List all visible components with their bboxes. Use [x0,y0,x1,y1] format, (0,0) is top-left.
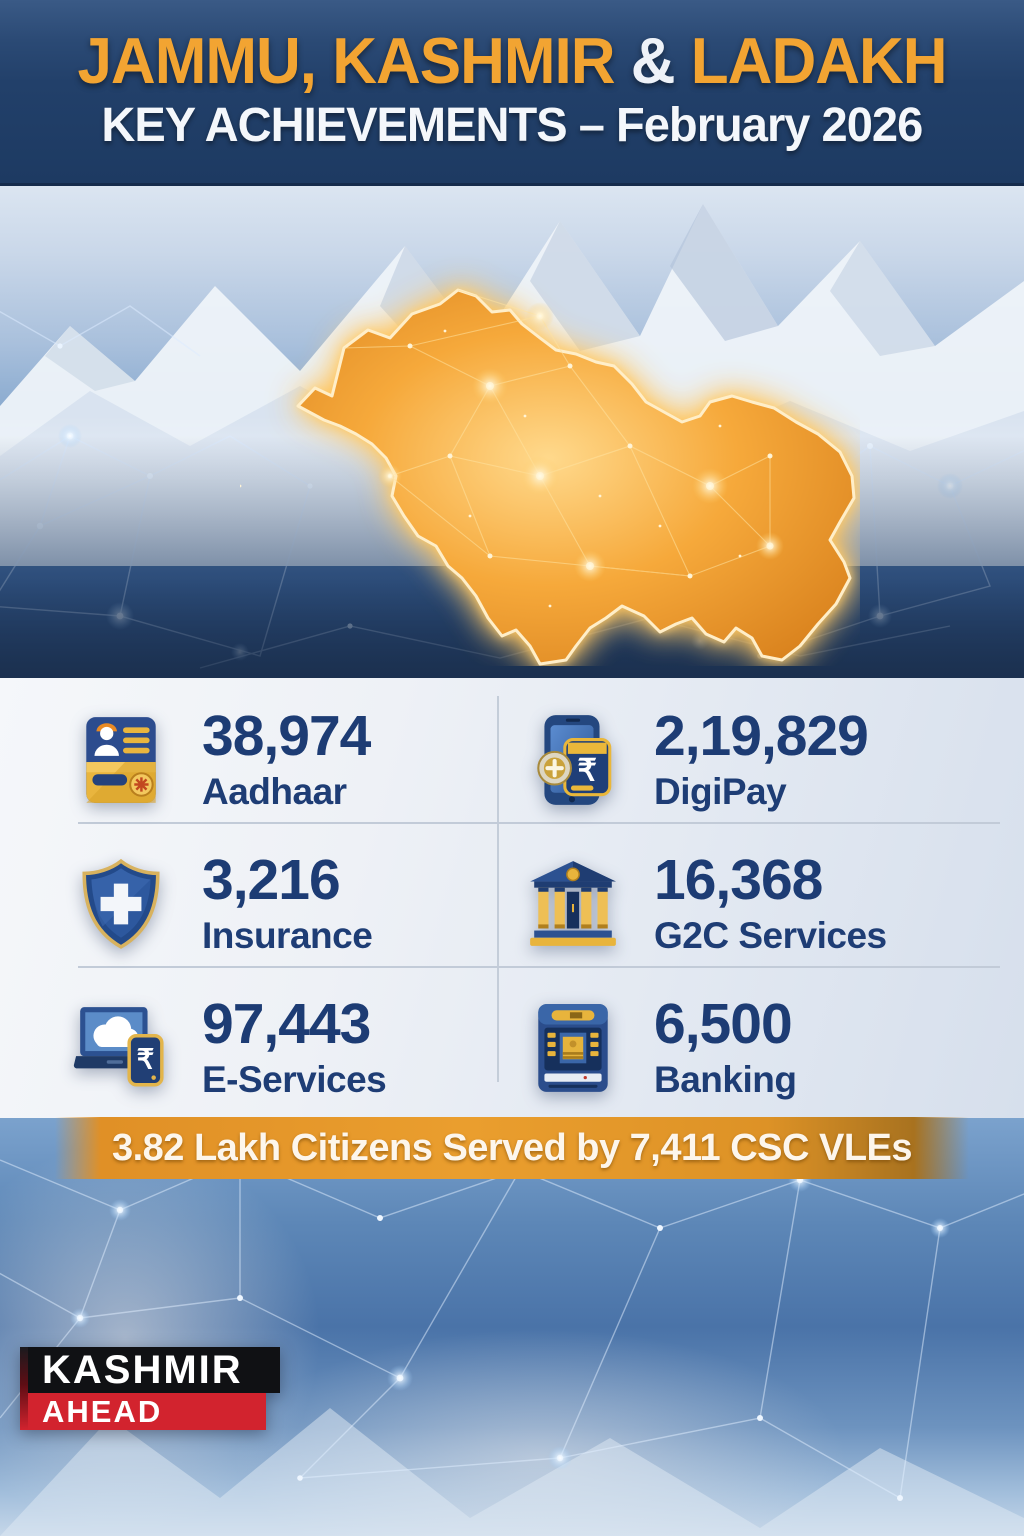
footer-network-mesh [0,1155,1024,1536]
row-divider [78,822,1000,824]
summary-banner: 3.82 Lakh Citizens Served by 7,411 CSC V… [55,1117,969,1179]
stat-value: 2,19,829 [654,703,869,768]
stat-value: 16,368 [654,847,823,912]
stat-label: Insurance [202,914,373,956]
stat-text: 97,443 E-Services [202,991,387,1102]
kashmir-ahead-logo: KASHMIR AHEAD [20,1347,280,1430]
title-part1: JAMMU, KASHMIR [77,25,615,99]
jammu-kashmir-ladakh-map [240,226,860,666]
laptop-cloud-icon: ₹ [73,1007,164,1087]
page-title: JAMMU, KASHMIR & LADAKH [77,25,948,99]
stat-value: 38,974 [202,703,371,768]
stat-value: 3,216 [202,847,341,912]
stat-text: 2,19,829 DigiPay [654,703,869,814]
stat-label: DigiPay [654,770,787,812]
stat-text: 16,368 G2C Services [654,851,887,958]
glowing-map-icon [240,288,856,666]
stat-text: 38,974 Aadhaar [202,703,371,814]
footer-section [0,1118,1024,1536]
summary-banner-text: 3.82 Lakh Citizens Served by 7,411 CSC V… [111,1126,913,1169]
stat-g2c: 16,368 G2C Services [524,832,984,976]
row-divider [78,966,1000,968]
svg-text:₹: ₹ [578,753,597,787]
stat-value: 97,443 [202,991,371,1056]
svg-text:₹: ₹ [137,1043,155,1074]
stat-eservices: ₹ 97,443 E-Services [72,976,482,1120]
stat-row: 3,216 Insurance [0,832,1024,976]
stat-label: G2C Services [654,914,887,956]
digipay-phone-icon: ₹ [537,715,612,805]
stat-aadhaar: 38,974 Aadhaar [72,688,482,832]
stat-banking: 6,500 Banking [524,976,984,1120]
aadhaar-card-icon [86,717,156,803]
stat-label: Banking [654,1058,797,1100]
stat-row: 38,974 Aadhaar ₹ [0,688,1024,832]
map-section [0,186,1024,678]
stat-row: ₹ 97,443 E-Services [0,976,1024,1120]
logo-main: KASHMIR AHEAD [28,1347,280,1430]
bank-building-icon [530,861,616,946]
logo-kashmir-text: KASHMIR [28,1347,280,1393]
stat-digipay: ₹ 2,19,829 DigiPay [524,688,984,832]
column-divider [497,696,499,1082]
stat-insurance: 3,216 Insurance [72,832,482,976]
stat-value: 6,500 [654,991,793,1056]
title-ampersand: & [614,25,691,99]
page-subtitle: KEY ACHIEVEMENTS – February 2026 [101,98,924,152]
header-band: JAMMU, KASHMIR & LADAKH KEY ACHIEVEMENTS… [0,0,1024,186]
insurance-shield-icon [82,858,160,949]
stats-panel: 38,974 Aadhaar ₹ [0,678,1024,1118]
stat-text: 3,216 Insurance [202,847,373,958]
stat-label: E-Services [202,1058,387,1100]
title-part2: LADAKH [690,25,948,99]
stat-text: 6,500 Banking [654,991,797,1102]
logo-left-stripe [20,1347,28,1430]
atm-machine-icon [538,1004,608,1092]
logo-ahead-text: AHEAD [28,1393,266,1430]
stat-label: Aadhaar [202,770,347,812]
